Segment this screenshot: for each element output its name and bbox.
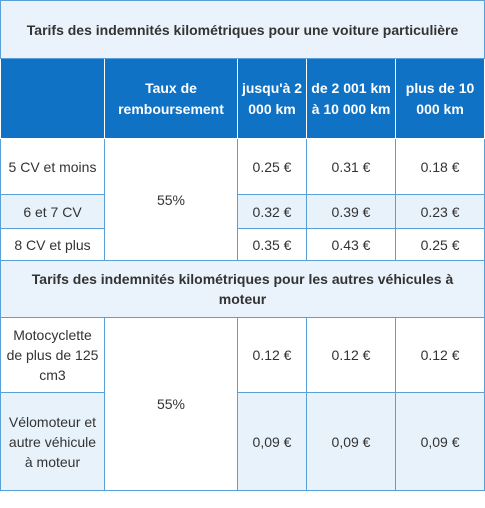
- value-cell: 0.25 €: [237, 138, 307, 195]
- table-row: 6 et 7 CV 0.32 € 0.39 € 0.23 €: [0, 194, 485, 229]
- value-cell: 0.39 €: [306, 194, 396, 229]
- row-label: 8 CV et plus: [0, 228, 105, 261]
- value-cell: 0,09 €: [394, 392, 485, 491]
- row-label: 6 et 7 CV: [0, 194, 105, 229]
- section2-title: Tarifs des indemnités kilométriques pour…: [0, 260, 485, 318]
- rate-cell: 55%: [104, 317, 238, 491]
- section1-title: Tarifs des indemnités kilométriques pour…: [0, 0, 485, 59]
- value-cell: 0.25 €: [394, 228, 485, 261]
- header-row: Taux de remboursement jusqu'à 2 000 km d…: [0, 58, 485, 139]
- value-cell: 0.12 €: [237, 317, 307, 393]
- value-cell: 0.23 €: [394, 194, 485, 229]
- row-label: Motocyclette de plus de 125 cm3: [0, 317, 105, 393]
- header-over-10000: plus de 10 000 km: [394, 58, 485, 139]
- table-row: Motocyclette de plus de 125 cm3 55% 0.12…: [0, 317, 485, 491]
- value-cell: 0.43 €: [306, 228, 396, 261]
- value-cell: 0.12 €: [394, 317, 485, 393]
- header-blank: [0, 58, 105, 139]
- rate-cell: 55%: [104, 138, 238, 261]
- header-2001-10000: de 2 001 km à 10 000 km: [306, 58, 396, 139]
- value-cell: 0.32 €: [237, 194, 307, 229]
- value-cell: 0.18 €: [394, 138, 485, 195]
- value-cell: 0.35 €: [237, 228, 307, 261]
- table-row: 8 CV et plus 0.35 € 0.43 € 0.25 €: [0, 228, 485, 261]
- row-label: Vélomoteur et autre véhicule à moteur: [0, 392, 105, 491]
- table-row: 5 CV et moins 55% 0.25 € 0.31 € 0.18 €: [0, 138, 485, 261]
- header-rate: Taux de remboursement: [104, 58, 238, 139]
- value-cell: 0.31 €: [306, 138, 396, 195]
- header-upto-2000: jusqu'à 2 000 km: [237, 58, 307, 139]
- value-cell: 0.12 €: [306, 317, 396, 393]
- mileage-rates-table: Tarifs des indemnités kilométriques pour…: [0, 0, 485, 491]
- row-label: 5 CV et moins: [0, 138, 105, 195]
- rates-table-container: Tarifs des indemnités kilométriques pour…: [0, 0, 485, 491]
- value-cell: 0,09 €: [237, 392, 307, 491]
- table-row: Vélomoteur et autre véhicule à moteur 0,…: [0, 392, 485, 491]
- value-cell: 0,09 €: [306, 392, 396, 491]
